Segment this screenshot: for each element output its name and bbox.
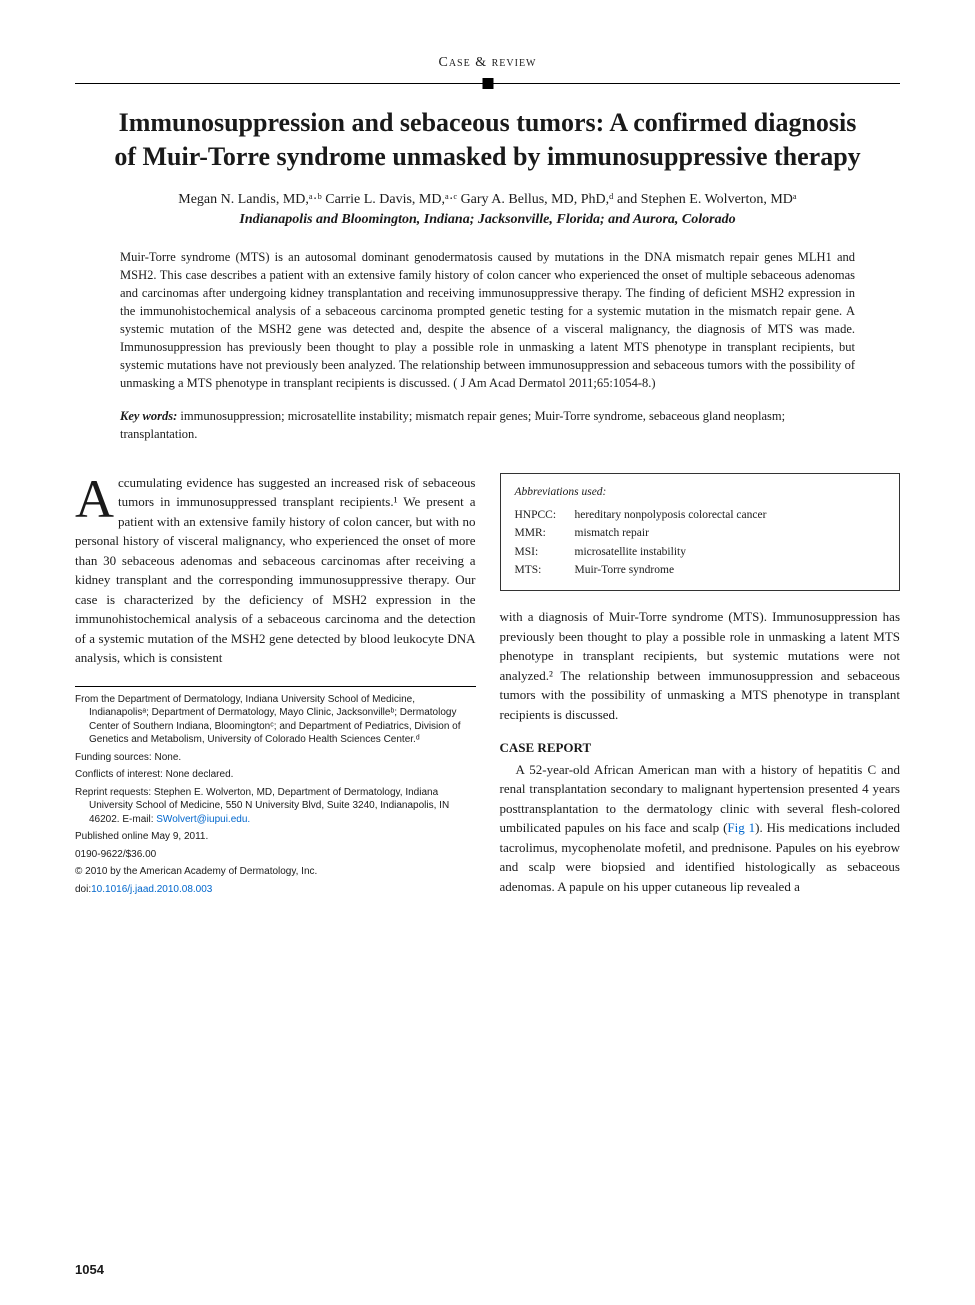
footnote-from: From the Department of Dermatology, Indi… [75,693,476,747]
abbrev-row: HNPCC: hereditary nonpolyposis colorecta… [515,507,886,524]
intro-paragraph: Accumulating evidence has suggested an i… [75,473,476,668]
col2-p1: with a diagnosis of Muir-Torre syndrome … [500,607,901,724]
body-columns: Accumulating evidence has suggested an i… [75,473,900,901]
footnote-doi: doi:10.1016/j.jaad.2010.08.003 [75,883,476,897]
abbrev-row: MSI: microsatellite instability [515,544,886,561]
abbrev-row: MTS: Muir-Torre syndrome [515,562,886,579]
doi-label: doi: [75,884,91,895]
reprint-email-link[interactable]: SWolvert@iupui.edu. [156,814,250,825]
abbreviations-title: Abbreviations used: [515,484,886,501]
case-report-p1: A 52-year-old African American man with … [500,760,901,897]
abbrev-key: MTS: [515,562,575,579]
abbrev-val: hereditary nonpolyposis colorectal cance… [575,507,767,524]
section-header: Case & review [75,55,900,71]
case-report-heading: CASE REPORT [500,738,901,758]
doi-link[interactable]: 10.1016/j.jaad.2010.08.003 [91,884,212,895]
footnote-reprint: Reprint requests: Stephen E. Wolverton, … [75,786,476,827]
article-title: Immunosuppression and sebaceous tumors: … [75,106,900,174]
abbrev-val: microsatellite instability [575,544,686,561]
footnotes-block: From the Department of Dermatology, Indi… [75,686,476,897]
keywords-text: immunosuppression; microsatellite instab… [120,409,785,441]
footnote-published: Published online May 9, 2011. [75,830,476,844]
authors: Megan N. Landis, MD,ᵃ·ᵇ Carrie L. Davis,… [75,192,900,208]
footnote-conflicts: Conflicts of interest: None declared. [75,768,476,782]
abbreviations-box: Abbreviations used: HNPCC: hereditary no… [500,473,901,591]
footnote-funding: Funding sources: None. [75,751,476,765]
column-left: Accumulating evidence has suggested an i… [75,473,476,901]
page-number: 1054 [75,1262,104,1277]
abbrev-val: Muir-Torre syndrome [575,562,675,579]
reprint-text: Reprint requests: Stephen E. Wolverton, … [75,787,449,825]
title-rule [75,83,900,84]
abstract: Muir-Torre syndrome (MTS) is an autosoma… [75,248,900,393]
abbrev-val: mismatch repair [575,525,649,542]
abbrev-key: MSI: [515,544,575,561]
dropcap: A [75,473,118,523]
fig1-link[interactable]: Fig 1 [727,820,755,835]
affiliations: Indianapolis and Bloomington, Indiana; J… [75,212,900,228]
footnote-copyright: © 2010 by the American Academy of Dermat… [75,865,476,879]
keywords-block: Key words: immunosuppression; microsatel… [75,407,900,443]
column-right: Abbreviations used: HNPCC: hereditary no… [500,473,901,901]
abbrev-key: HNPCC: [515,507,575,524]
intro-text: ccumulating evidence has suggested an in… [75,475,476,666]
abbrev-key: MMR: [515,525,575,542]
abbrev-row: MMR: mismatch repair [515,525,886,542]
footnote-issn: 0190-9622/$36.00 [75,848,476,862]
keywords-label: Key words: [120,409,177,423]
